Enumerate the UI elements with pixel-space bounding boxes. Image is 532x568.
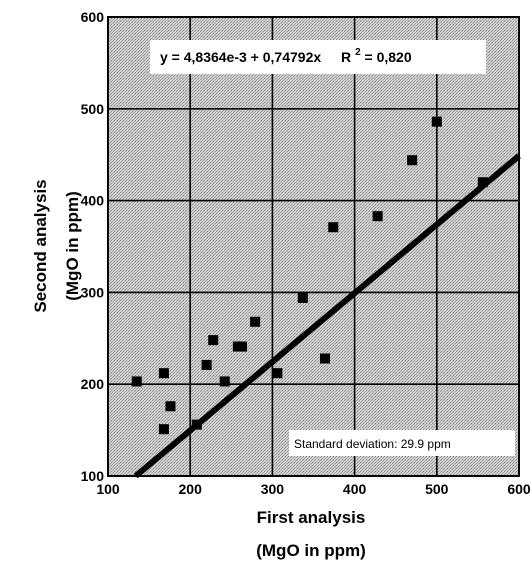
x-tick-label: 300 xyxy=(261,481,285,497)
data-point xyxy=(297,292,308,303)
data-point xyxy=(250,316,261,327)
data-point xyxy=(320,353,331,364)
data-point xyxy=(477,177,488,188)
data-point xyxy=(165,401,176,412)
data-point xyxy=(219,376,230,387)
x-tick-label: 100 xyxy=(96,481,120,497)
data-point xyxy=(407,155,418,166)
data-point xyxy=(131,376,142,387)
std-dev-box xyxy=(289,430,515,456)
x-tick-label: 200 xyxy=(179,481,203,497)
x-tick-label: 600 xyxy=(507,481,531,497)
y-axis-ticks: 100 200 300 400 500 600 xyxy=(81,9,105,484)
data-point xyxy=(236,341,247,352)
data-point xyxy=(201,359,212,370)
data-point xyxy=(208,335,219,346)
x-tick-label: 400 xyxy=(343,481,367,497)
y-tick-label: 500 xyxy=(81,101,105,117)
x-axis-title: First analysis xyxy=(257,508,366,527)
equation-box xyxy=(150,40,486,74)
x-axis-unit: (MgO in ppm) xyxy=(256,541,366,560)
r2-value: = 0,820 xyxy=(365,49,412,65)
y-tick-label: 100 xyxy=(81,468,105,484)
data-point xyxy=(158,368,169,379)
y-axis-unit: (MgO in ppm) xyxy=(63,191,82,301)
plot-frame xyxy=(107,16,520,477)
data-point xyxy=(158,424,169,435)
y-axis-title: Second analysis xyxy=(31,179,50,312)
data-point xyxy=(272,368,283,379)
x-tick-label: 500 xyxy=(425,481,449,497)
y-tick-label: 600 xyxy=(81,9,105,25)
plot-area xyxy=(108,17,519,476)
x-axis-ticks: 100 200 300 400 500 600 xyxy=(96,481,531,497)
r2-superscript: 2 xyxy=(355,47,361,58)
equation-text: y = 4,8364e-3 + 0,74792x xyxy=(160,49,321,65)
std-dev-label: Standard deviation: 29.9 ppm xyxy=(294,437,451,451)
data-points xyxy=(131,116,488,435)
gridlines xyxy=(107,16,520,477)
data-point xyxy=(372,211,383,222)
y-tick-label: 200 xyxy=(81,376,105,392)
equation-label: y = 4,8364e-3 + 0,74792x R 2 = 0,820 xyxy=(160,42,412,65)
r2-prefix: R xyxy=(341,49,351,65)
y-tick-label: 300 xyxy=(81,284,105,300)
y-tick-label: 400 xyxy=(81,193,105,209)
data-point xyxy=(191,419,202,430)
data-point xyxy=(431,116,442,127)
data-point xyxy=(328,222,339,233)
